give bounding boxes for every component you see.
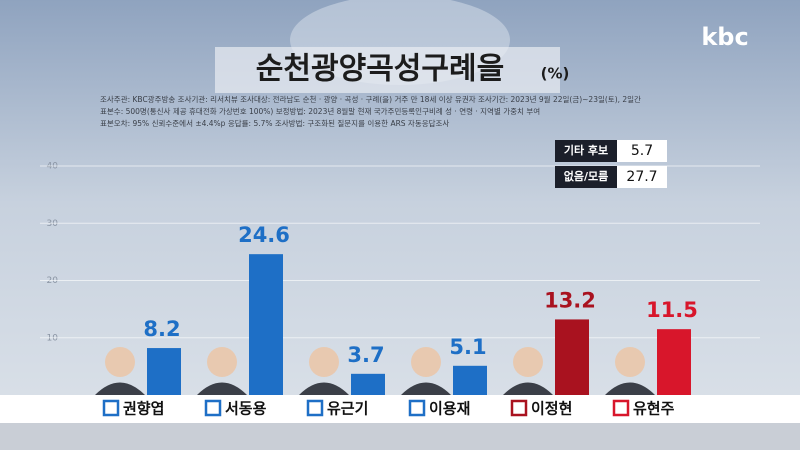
photo-head (309, 347, 339, 377)
party-icon (510, 399, 528, 417)
party-icon (306, 399, 324, 417)
photo-head (513, 347, 543, 377)
photo-body (605, 382, 655, 395)
value-label: 3.7 (347, 343, 384, 367)
others-value: 27.7 (626, 169, 657, 185)
x-tick-label: 서동용 (225, 400, 267, 418)
others-label-box (555, 166, 617, 188)
others-label-box (555, 140, 617, 162)
survey-note: 표본수: 500명(통신사 제공 휴대전화 가상번호 100%) 보정방법: 2… (100, 106, 540, 116)
bar (453, 365, 487, 395)
photo-head (411, 347, 441, 377)
x-tick-label: 이정현 (531, 400, 572, 418)
bar (147, 348, 181, 395)
value-label: 8.2 (143, 317, 180, 341)
photo-head (207, 347, 237, 377)
photo-head (615, 347, 645, 377)
photo-body (401, 382, 451, 395)
photo-body (197, 382, 247, 395)
x-tick-label: 유현주 (633, 400, 675, 418)
bar (351, 373, 385, 395)
value-label: 13.2 (544, 288, 596, 312)
others-label: 기타 후보 (564, 143, 608, 157)
logo: kbc (701, 23, 748, 51)
party-icon (204, 399, 222, 417)
x-tick-label: 이용재 (429, 400, 470, 418)
survey-note: 조사주관: KBC광주방송 조사기관: 리서치뷰 조사대상: 전라남도 순천 ·… (100, 94, 641, 104)
photo-head (105, 347, 135, 377)
photo-body (503, 382, 553, 395)
survey-note: 표본오차: 95% 신뢰수준에서 ±4.4%p 응답률: 5.7% 조사방법: … (100, 118, 449, 128)
bottom-strip (0, 423, 800, 450)
bar (249, 254, 283, 395)
chart-title: 순천광양곡성구례을 (256, 52, 504, 87)
party-icon (408, 399, 426, 417)
others-label: 없음/모름 (564, 170, 609, 183)
value-label: 11.5 (646, 298, 698, 322)
value-label: 24.6 (238, 223, 290, 247)
name-strip (0, 395, 800, 423)
party-icon (612, 399, 630, 417)
title-box (215, 47, 560, 93)
bar (657, 329, 691, 395)
photo-body (95, 382, 145, 395)
x-tick-label: 권향엽 (123, 400, 164, 418)
value-label: 5.1 (449, 335, 486, 359)
x-tick-label: 유근기 (327, 400, 368, 418)
unit: (%) (541, 65, 570, 83)
bar (555, 319, 589, 395)
others-value-box (617, 140, 667, 162)
photo-body (299, 382, 349, 395)
others-value-box (617, 166, 667, 188)
others-value: 5.7 (631, 143, 653, 159)
party-icon (102, 399, 120, 417)
